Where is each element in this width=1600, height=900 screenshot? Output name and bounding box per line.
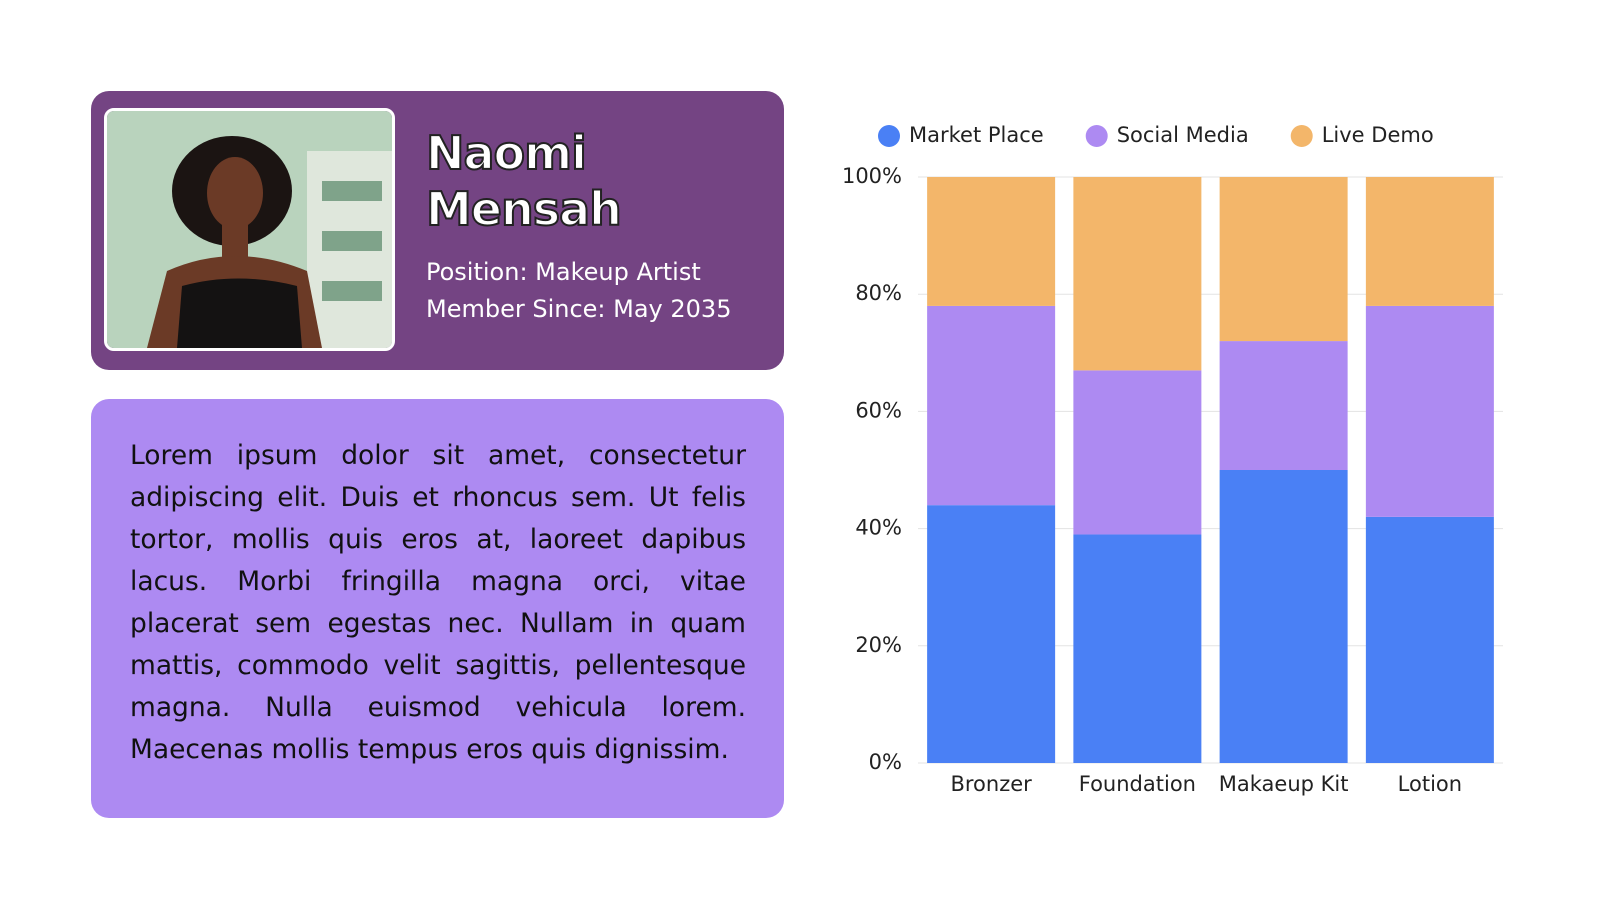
bar-segment [1365, 516, 1494, 763]
photo-art [107, 111, 392, 348]
legend-marker [1290, 125, 1313, 147]
y-tick-label: 40% [855, 516, 902, 540]
member-since: Member Since: May 2035 [426, 295, 732, 323]
bar-segment [1219, 177, 1348, 342]
bar-segment [1219, 341, 1348, 470]
x-tick-label: Makaeup Kit [1219, 772, 1349, 796]
description: Lorem ipsum dolor sit amet, consectetur … [130, 440, 746, 765]
position: Position: Makeup Artist [426, 258, 701, 286]
x-tick-label: Lotion [1398, 772, 1462, 796]
legend-marker [878, 125, 900, 147]
profile-info: Position: Makeup Artist Member Since: Ma… [426, 254, 731, 328]
bar-segment [1365, 305, 1494, 517]
profile-photo [104, 108, 395, 351]
chart: 0% 20% 40% 60% 80% 100% Market Place Social Med… [842, 123, 1503, 796]
y-tick-label: 80% [855, 281, 902, 305]
bar-segment [927, 505, 1056, 763]
profile-name: Naomi Mensah [425, 125, 623, 237]
y-tick-label: 0% [869, 750, 902, 774]
bar-segment [1073, 177, 1202, 371]
bar-segment [927, 305, 1056, 506]
bar-segment [927, 177, 1056, 306]
bar-segment [1073, 534, 1202, 763]
legend-label: Market Place [909, 123, 1044, 147]
y-tick-label: 20% [855, 633, 902, 657]
legend-label: Live Demo [1322, 123, 1434, 147]
x-tick-label: Bronzer [950, 772, 1032, 796]
bar-segment [1365, 177, 1494, 306]
legend-marker [1085, 125, 1108, 147]
bar-segment [1219, 470, 1348, 763]
y-tick-label: 60% [855, 398, 902, 422]
x-tick-label: Foundation [1079, 772, 1196, 796]
description-card: Lorem ipsum dolor sit amet, consectetur … [91, 399, 784, 818]
y-tick-label: 100% [842, 164, 902, 188]
bar-segment [1073, 370, 1202, 535]
legend-label: Social Media [1117, 123, 1249, 147]
profile-card: Naomi Mensah Position: Makeup Artist Mem… [91, 91, 784, 370]
